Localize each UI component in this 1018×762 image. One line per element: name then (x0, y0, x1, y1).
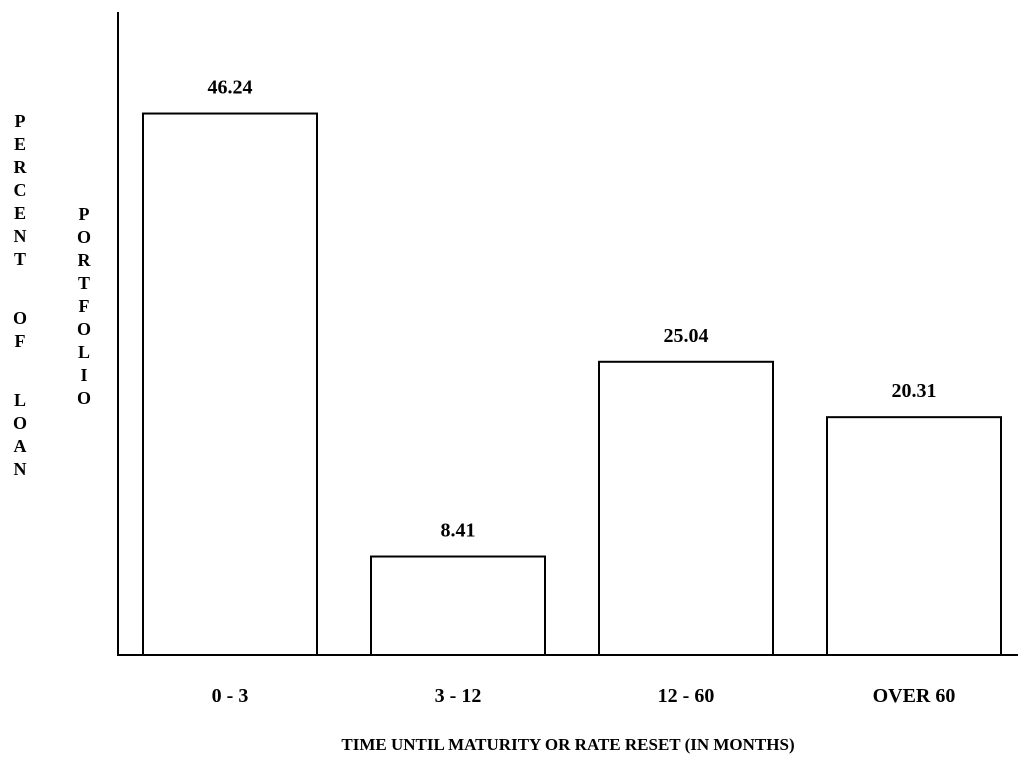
y-label-col2-letter: I (80, 365, 88, 385)
x-tick-labels: 0 - 3 3 - 12 12 - 60 OVER 60 (212, 685, 956, 707)
y-label-col2-letter: P (78, 204, 90, 224)
y-label-col1-letter: T (13, 249, 26, 269)
y-label-col1-letter: E (13, 134, 26, 154)
y-label-col2-letter: R (77, 250, 91, 270)
y-label-col1-letter: O (12, 413, 27, 433)
y-label-col1-letter: E (13, 203, 26, 223)
x-tick-label-2: 12 - 60 (658, 685, 715, 707)
y-label-col1-letter: N (13, 226, 27, 246)
y-label-col1-letter: O (12, 308, 27, 328)
bar-value-label-0: 46.24 (208, 77, 253, 99)
bar-1 (370, 555, 546, 657)
bar-value-label-2: 25.04 (664, 325, 709, 347)
y-label-col1-letter: R (13, 157, 27, 177)
y-label-col2-letter: T (77, 273, 90, 293)
y-label-col2-letter: O (76, 388, 91, 408)
x-tick-label-3: OVER 60 (873, 685, 956, 707)
x-tick-label-1: 3 - 12 (435, 685, 482, 707)
y-label-col1-letter: N (13, 459, 27, 479)
x-tick-label-0: 0 - 3 (212, 685, 249, 707)
bars: 46.24 8.41 25.04 20.31 (142, 77, 1002, 657)
bar-value-label-1: 8.41 (441, 520, 476, 542)
y-label-col2-letter: O (76, 319, 91, 339)
bar-0 (142, 112, 318, 656)
x-axis-title: TIME UNTIL MATURITY OR RATE RESET (IN MO… (341, 735, 794, 754)
bar-2 (598, 360, 774, 656)
y-label-col1-letter: F (14, 331, 26, 351)
y-label-col2-letter: L (77, 342, 90, 362)
y-label-col2-letter: F (78, 296, 90, 316)
bar-3 (826, 416, 1002, 656)
y-label-col1-letter: A (13, 436, 27, 456)
y-label-col2-letter: O (76, 227, 91, 247)
axes (117, 12, 1018, 656)
y-label-col1-letter: P (14, 111, 26, 131)
y-label-col1-letter: L (13, 390, 26, 410)
bar-value-label-3: 20.31 (892, 380, 937, 402)
y-label-col1-letter: C (13, 180, 27, 200)
